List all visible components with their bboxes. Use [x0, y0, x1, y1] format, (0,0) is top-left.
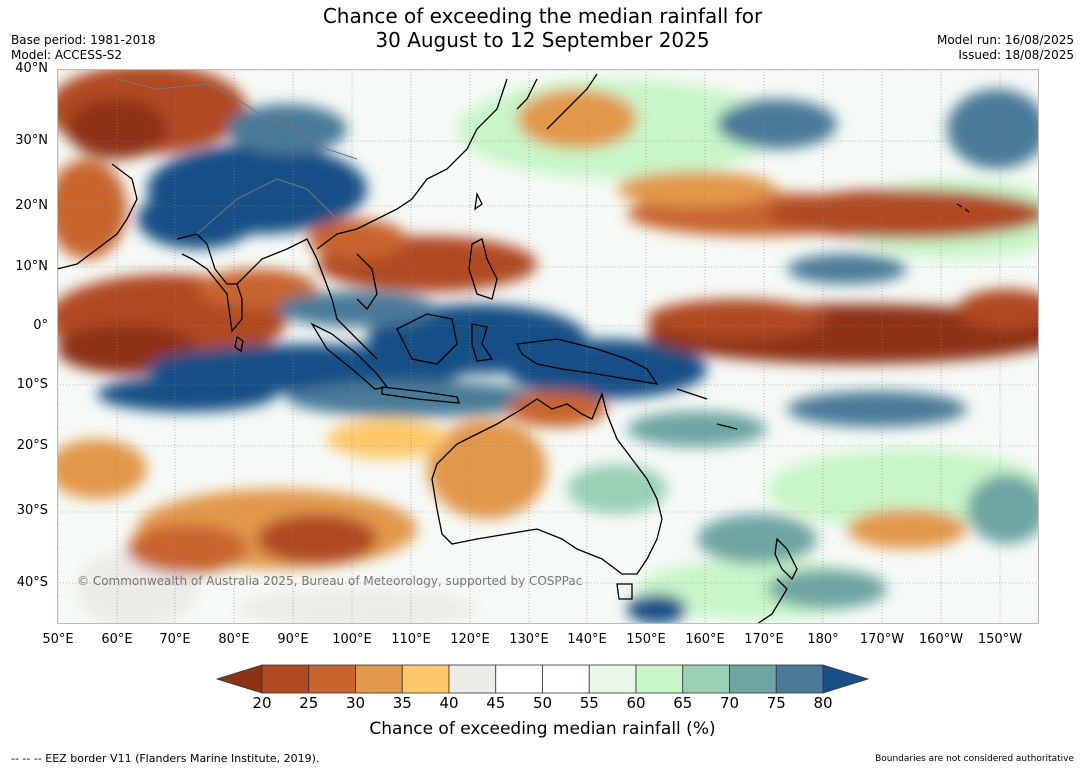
colorbar-tick-label: 70 [719, 694, 740, 712]
lon-label-150e: 150°E [626, 632, 666, 647]
colorbar [215, 664, 870, 694]
lat-label-40n: 40°N [15, 61, 48, 76]
issued-text: Issued: 18/08/2025 [958, 48, 1074, 62]
lon-label-160w: 160°W [918, 632, 964, 647]
meta-right: Model run: 16/08/2025 Issued: 18/08/2025 [937, 33, 1074, 63]
coast-borneo [396, 313, 458, 365]
lon-label-100e: 100°E [332, 632, 372, 647]
colorbar-tick-label: 25 [299, 694, 319, 712]
lat-label-10n: 10°N [15, 259, 48, 274]
copyright-text: © Commonwealth of Australia 2025, Bureau… [77, 574, 582, 588]
colorbar-cell [308, 664, 356, 694]
coast-australia [431, 391, 663, 575]
lat-label-20n: 20°N [15, 198, 48, 213]
colorbar-tick-label: 60 [626, 694, 646, 712]
colorbar-tick-label: 80 [813, 694, 833, 712]
lat-label-40s: 40°S [16, 575, 48, 590]
lon-label-170e: 170°E [744, 632, 784, 647]
colorbar-tick-label: 55 [579, 694, 599, 712]
lon-label-170w: 170°W [859, 632, 905, 647]
lat-label-30s: 30°S [16, 503, 48, 518]
boundaries-disclaimer: Boundaries are not considered authoritat… [875, 754, 1074, 764]
coast-indochina-south [356, 253, 378, 311]
colorbar-tick-label: 45 [486, 694, 506, 712]
coast-solomon [676, 388, 738, 430]
coast-srilanka [234, 335, 244, 353]
colorbar-title: Chance of exceeding median rainfall (%) [369, 719, 716, 739]
lat-label-0: 0° [33, 318, 48, 333]
title-line-1: Chance of exceeding the median rainfall … [322, 4, 763, 28]
meta-left: Base period: 1981-2018 Model: ACCESS-S2 [11, 33, 156, 63]
model-run-text: Model run: 16/08/2025 [936, 33, 1074, 47]
colorbar-cell [355, 664, 403, 694]
colorbar-tick-label: 20 [252, 694, 272, 712]
colorbar-cell [775, 664, 824, 694]
coast-philippines [468, 238, 498, 300]
lat-label-20s: 20°S [16, 438, 48, 453]
colorbar-cell [588, 664, 637, 694]
coast-new-zealand-south [756, 578, 788, 624]
colorbar-tick-label: 75 [766, 694, 786, 712]
colorbar-tick-label: 40 [439, 694, 459, 712]
coast-new-guinea [516, 338, 659, 385]
title-line-2: 30 August to 12 September 2025 [375, 28, 710, 52]
coast-taiwan [474, 191, 483, 211]
map-frame [57, 69, 1039, 624]
lat-label-30n: 30°N [15, 133, 48, 148]
coast-new-zealand-north [774, 537, 798, 581]
lon-label-110e: 110°E [391, 632, 431, 647]
lon-label-50e: 50°E [42, 632, 74, 647]
colorbar-cell [401, 664, 450, 694]
coast-sulawesi [471, 323, 494, 362]
coast-korea-japan [516, 73, 598, 130]
lon-label-140e: 140°E [567, 632, 607, 647]
colorbar-cell [542, 664, 590, 694]
colorbar-cell [682, 664, 730, 694]
lon-label-180: 180° [807, 632, 839, 647]
model-text: Model: ACCESS-S2 [11, 48, 123, 62]
coast-india [176, 233, 243, 333]
colorbar-tick-label: 65 [673, 694, 693, 712]
lon-label-130e: 130°E [509, 632, 549, 647]
country-borders [116, 78, 358, 235]
colorbar-tick-label: 35 [392, 694, 412, 712]
coast-java [381, 386, 460, 404]
colorbar-cell [729, 664, 777, 694]
rainfall-probability-map: © Commonwealth of Australia 2025, Bureau… [57, 69, 1039, 624]
colorbar-cell [448, 664, 497, 694]
lon-label-70e: 70°E [159, 632, 191, 647]
colorbar-extend-low [215, 664, 263, 694]
coast-hawaii [956, 203, 970, 213]
lon-label-90e: 90°E [277, 632, 309, 647]
colorbar-cell [261, 664, 310, 694]
coast-bay-bengal [236, 238, 378, 360]
coast-indochina [316, 78, 508, 250]
colorbar-extend-high [822, 664, 870, 694]
coast-tasmania [616, 583, 633, 600]
coastlines [57, 73, 970, 624]
lon-label-160e: 160°E [685, 632, 725, 647]
map-title: Chance of exceeding the median rainfall … [0, 4, 1085, 52]
lon-label-150w: 150°W [977, 632, 1023, 647]
lon-label-120e: 120°E [450, 632, 490, 647]
base-period-text: Base period: 1981-2018 [11, 33, 156, 47]
eez-border-note: -- -- -- EEZ border V11 (Flanders Marine… [11, 752, 320, 765]
colorbar-cell [495, 664, 543, 694]
coast-arabia [57, 163, 138, 270]
lon-label-60e: 60°E [101, 632, 133, 647]
lat-label-10s: 10°S [16, 377, 48, 392]
colorbar-tick-label: 30 [345, 694, 366, 712]
lon-label-80e: 80°E [218, 632, 250, 647]
colorbar-tick-label: 50 [532, 694, 553, 712]
colorbar-cell [635, 664, 684, 694]
